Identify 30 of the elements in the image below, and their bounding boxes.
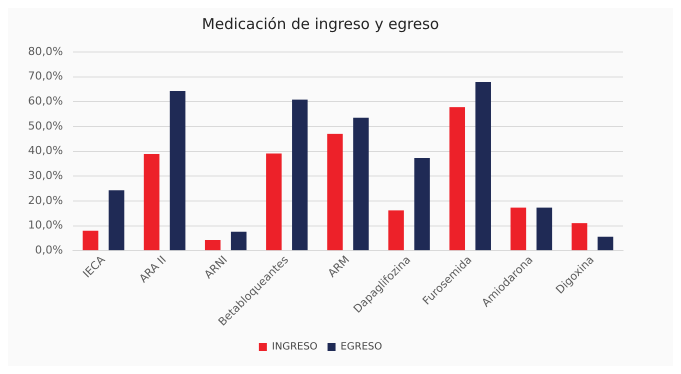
bar	[230, 232, 247, 250]
bar	[82, 230, 98, 250]
y-tick-label: 0,0%	[34, 243, 63, 256]
bar	[449, 107, 466, 250]
bar	[170, 90, 186, 250]
bar	[475, 82, 491, 250]
bar	[536, 208, 552, 250]
bar	[108, 190, 124, 250]
bar	[266, 154, 282, 250]
bar	[572, 223, 588, 250]
bar	[327, 134, 343, 250]
y-tick-label: 40,0%	[28, 144, 63, 158]
y-tick-label: 50,0%	[28, 119, 63, 132]
bar	[388, 210, 404, 250]
y-tick-label: 10,0%	[28, 218, 63, 232]
bar	[414, 158, 430, 250]
bar	[204, 240, 221, 250]
legend-label: EGRESO	[340, 342, 382, 353]
y-tick-label: 70,0%	[28, 70, 63, 83]
chart-title: Medicación de ingreso y egreso	[202, 14, 440, 33]
bar	[144, 154, 160, 250]
bar	[598, 236, 614, 250]
y-tick-label: 20,0%	[28, 194, 63, 207]
y-tick-label: 30,0%	[28, 169, 63, 182]
bar	[292, 100, 308, 250]
legend-label: INGRESO	[272, 342, 318, 353]
bar	[353, 118, 369, 250]
y-tick-label: 80,0%	[28, 44, 63, 58]
y-tick-label: 60,0%	[28, 94, 63, 108]
bar	[510, 208, 526, 250]
